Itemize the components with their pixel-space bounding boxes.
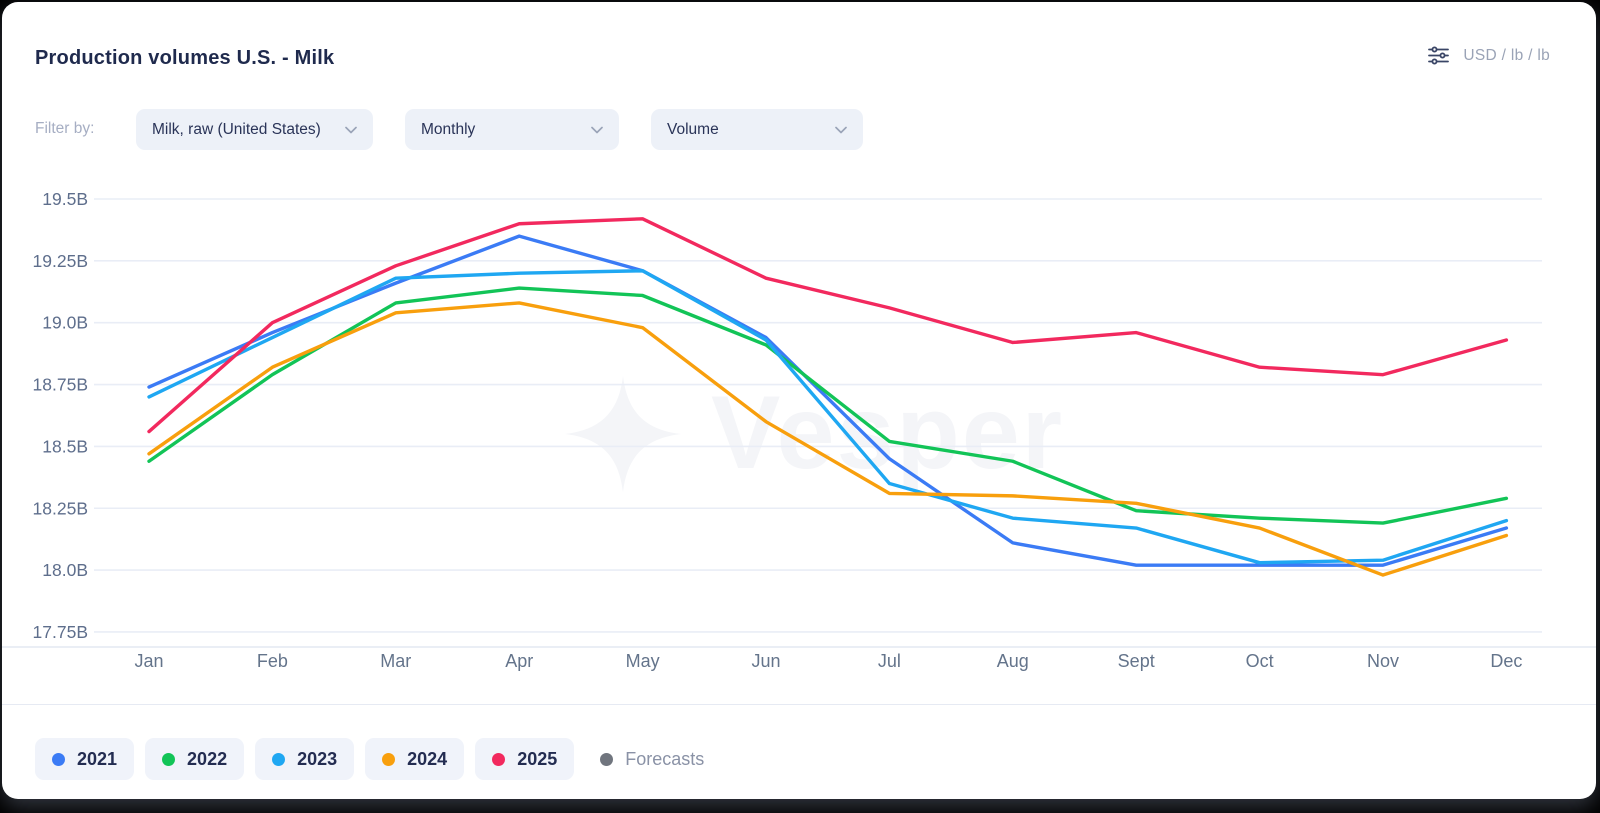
sliders-icon — [1428, 46, 1450, 65]
legend-label-2025: 2025 — [517, 748, 558, 769]
svg-text:Nov: Nov — [1367, 651, 1399, 671]
svg-text:18.0B: 18.0B — [42, 560, 88, 580]
svg-text:19.25B: 19.25B — [33, 251, 88, 271]
svg-text:Apr: Apr — [505, 651, 533, 671]
legend-label-2023: 2023 — [297, 748, 338, 769]
chevron-down-icon — [835, 126, 847, 134]
legend-label-forecasts: Forecasts — [625, 748, 705, 769]
legend-dot-forecasts — [600, 752, 614, 766]
legend: 2021 2022 2023 2024 2025 Forecasts — [35, 738, 704, 780]
legend-label-2024: 2024 — [407, 748, 448, 769]
svg-text:18.75B: 18.75B — [33, 375, 88, 395]
legend-dot-2022 — [162, 752, 176, 766]
legend-chip-2022[interactable]: 2022 — [145, 738, 245, 780]
filter-dropdown-product-value: Milk, raw (United States) — [152, 120, 321, 138]
svg-text:Jul: Jul — [878, 651, 901, 671]
legend-dot-2024 — [382, 752, 396, 766]
svg-text:18.25B: 18.25B — [33, 498, 88, 518]
svg-text:Feb: Feb — [257, 651, 288, 671]
legend-dot-2021 — [52, 752, 65, 766]
svg-text:18.5B: 18.5B — [42, 436, 88, 456]
svg-text:19.5B: 19.5B — [42, 189, 88, 209]
legend-chip-2021[interactable]: 2021 — [35, 738, 135, 780]
legend-divider — [2, 704, 1596, 705]
filter-dropdown-metric[interactable]: Volume — [651, 109, 863, 150]
legend-chip-2023[interactable]: 2023 — [255, 738, 355, 780]
filter-dropdown-product[interactable]: Milk, raw (United States) — [136, 109, 373, 150]
filter-dropdown-metric-value: Volume — [667, 120, 719, 138]
unit-settings-button[interactable]: USD / lb / lb — [1428, 46, 1550, 65]
legend-chip-2024[interactable]: 2024 — [365, 738, 465, 780]
legend-forecasts-toggle[interactable]: Forecasts — [600, 749, 704, 770]
legend-dot-2025 — [492, 752, 506, 766]
legend-chip-2025[interactable]: 2025 — [475, 738, 575, 780]
unit-label: USD / lb / lb — [1463, 46, 1550, 64]
filter-by-label: Filter by: — [35, 120, 95, 137]
svg-text:Jan: Jan — [134, 651, 163, 671]
legend-label-2022: 2022 — [187, 748, 228, 769]
chevron-down-icon — [591, 126, 603, 134]
svg-text:19.0B: 19.0B — [42, 313, 88, 333]
svg-text:Dec: Dec — [1490, 651, 1522, 671]
svg-text:May: May — [626, 651, 660, 671]
legend-dot-2023 — [272, 752, 286, 766]
chart-card: Production volumes U.S. - Milk USD / lb … — [2, 2, 1596, 799]
svg-text:Aug: Aug — [997, 651, 1029, 671]
page-title: Production volumes U.S. - Milk — [35, 47, 335, 69]
filter-dropdown-frequency-value: Monthly — [421, 120, 476, 138]
filter-dropdown-frequency[interactable]: Monthly — [405, 109, 619, 150]
chart-canvas: 19.5B 19.25B 19.0B 18.75B 18.5B 18.25B 18.0B 17… — [2, 189, 1596, 671]
svg-text:Sept: Sept — [1118, 651, 1155, 671]
svg-text:Jun: Jun — [751, 651, 780, 671]
svg-text:17.75B: 17.75B — [33, 622, 88, 642]
legend-label-2021: 2021 — [77, 748, 118, 769]
svg-text:Oct: Oct — [1246, 651, 1274, 671]
chevron-down-icon — [345, 126, 357, 134]
chart-area: Vesper 19.5B 19.25B 19.0B 18.75B 18.5B 18.25B… — [2, 152, 1596, 705]
svg-text:Mar: Mar — [380, 651, 411, 671]
